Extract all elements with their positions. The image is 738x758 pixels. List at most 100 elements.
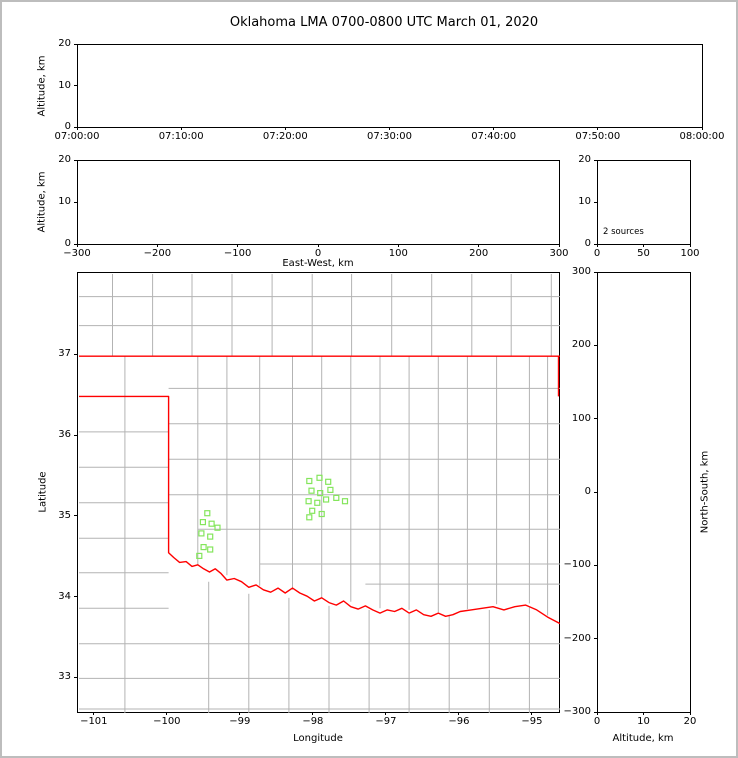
panel-plan-view-map — [77, 272, 560, 713]
y-tick-label: 36 — [58, 429, 71, 441]
y-tick-label: 34 — [58, 590, 71, 602]
x-tick-label: 100 — [680, 248, 700, 259]
y-tick-mark — [594, 243, 597, 245]
y-tick-label: 20 — [578, 154, 591, 165]
x-tick-mark — [397, 244, 399, 247]
y-tick-label: 35 — [58, 509, 71, 521]
x-tick-label: −95 — [521, 716, 543, 727]
y-axis-label-map: Latitude — [37, 471, 49, 513]
y-tick-mark — [594, 491, 597, 493]
panel-time-height — [77, 44, 703, 128]
x-tick-label: −101 — [80, 716, 108, 727]
x-tick-mark — [458, 712, 460, 715]
station-marker — [333, 494, 340, 501]
panel-northsouth-height — [597, 272, 691, 713]
x-tick-label: 0 — [593, 248, 601, 259]
y-tick-label: 0 — [64, 238, 71, 249]
x-axis-label-map: Longitude — [293, 733, 343, 744]
y-tick-mark — [594, 344, 597, 346]
x-tick-label: 0 — [593, 716, 601, 727]
sources-count-annotation: 2 sources — [603, 227, 644, 237]
station-marker — [318, 510, 325, 518]
x-tick-mark — [478, 244, 480, 247]
y-tick-mark — [74, 201, 77, 203]
x-tick-mark — [643, 244, 644, 247]
x-tick-mark — [239, 712, 241, 715]
x-tick-label: 07:40:00 — [471, 131, 517, 142]
station-marker — [314, 499, 321, 506]
station-marker — [200, 544, 207, 551]
y-tick-label: 200 — [571, 339, 591, 351]
x-tick-mark — [493, 127, 495, 130]
y-tick-mark — [74, 434, 77, 436]
y-tick-label: 10 — [58, 196, 71, 207]
x-tick-label: −100 — [153, 716, 181, 727]
station-marker — [204, 510, 211, 517]
x-tick-label: −99 — [229, 716, 251, 727]
x-tick-label: −200 — [143, 248, 172, 259]
x-tick-mark — [312, 712, 314, 715]
y-tick-mark — [594, 201, 597, 203]
panel-eastwest-height — [77, 160, 560, 245]
lma-stations — [196, 474, 349, 559]
y-tick-mark — [594, 564, 597, 566]
station-marker — [198, 530, 205, 537]
y-tick-label: 20 — [58, 38, 71, 49]
x-tick-mark — [76, 127, 78, 130]
y-tick-label: 0 — [584, 486, 591, 497]
x-tick-label: 07:20:00 — [262, 131, 308, 142]
station-marker — [327, 486, 334, 493]
y-tick-label: −200 — [563, 632, 591, 644]
x-tick-label: 200 — [469, 248, 489, 259]
station-marker — [316, 474, 323, 481]
x-tick-mark — [597, 127, 599, 130]
station-marker — [306, 514, 313, 521]
x-tick-mark — [156, 244, 158, 247]
x-tick-label: 07:30:00 — [367, 131, 412, 142]
y-tick-mark — [74, 126, 77, 128]
x-axis-label-ew-height: East-West, km — [282, 258, 354, 269]
x-tick-label: 50 — [637, 248, 650, 259]
station-marker — [207, 546, 214, 553]
y-tick-label: 33 — [58, 671, 71, 683]
x-tick-label: 07:50:00 — [575, 131, 621, 142]
y-tick-label: 10 — [58, 79, 71, 91]
station-marker — [196, 552, 203, 559]
x-tick-mark — [531, 712, 533, 715]
y-tick-mark — [594, 711, 597, 713]
x-tick-label: −100 — [223, 248, 252, 259]
y-tick-mark — [594, 159, 597, 161]
y-tick-label: 20 — [58, 154, 71, 165]
station-marker — [317, 490, 324, 497]
y-tick-label: −300 — [563, 706, 591, 717]
x-tick-mark — [558, 244, 560, 247]
station-marker — [323, 496, 330, 503]
y-tick-mark — [74, 676, 77, 678]
x-tick-mark — [701, 127, 703, 130]
y-tick-label: 10 — [578, 196, 591, 207]
county-borders — [79, 274, 560, 713]
x-tick-mark — [689, 244, 691, 247]
station-marker — [207, 533, 214, 540]
station-marker — [306, 477, 313, 485]
x-tick-label: 07:00:00 — [54, 131, 100, 142]
y-tick-label: 100 — [571, 412, 591, 424]
station-marker — [199, 519, 207, 526]
map-canvas — [79, 274, 560, 713]
station-marker — [305, 498, 312, 505]
x-tick-mark — [596, 712, 598, 715]
y-axis-label-ns-height: North-South, km — [699, 450, 711, 534]
x-tick-mark — [385, 712, 387, 715]
y-tick-mark — [74, 43, 77, 45]
station-marker — [208, 520, 215, 527]
y-tick-mark — [594, 271, 597, 273]
station-marker — [325, 478, 332, 485]
station-marker — [308, 487, 315, 494]
x-tick-mark — [317, 244, 319, 247]
x-tick-label: 07:10:00 — [158, 131, 204, 142]
x-tick-mark — [180, 127, 182, 130]
y-tick-mark — [74, 85, 77, 86]
x-tick-label: 100 — [388, 248, 408, 259]
y-tick-label: 0 — [584, 238, 591, 249]
x-tick-label: −300 — [63, 248, 91, 259]
